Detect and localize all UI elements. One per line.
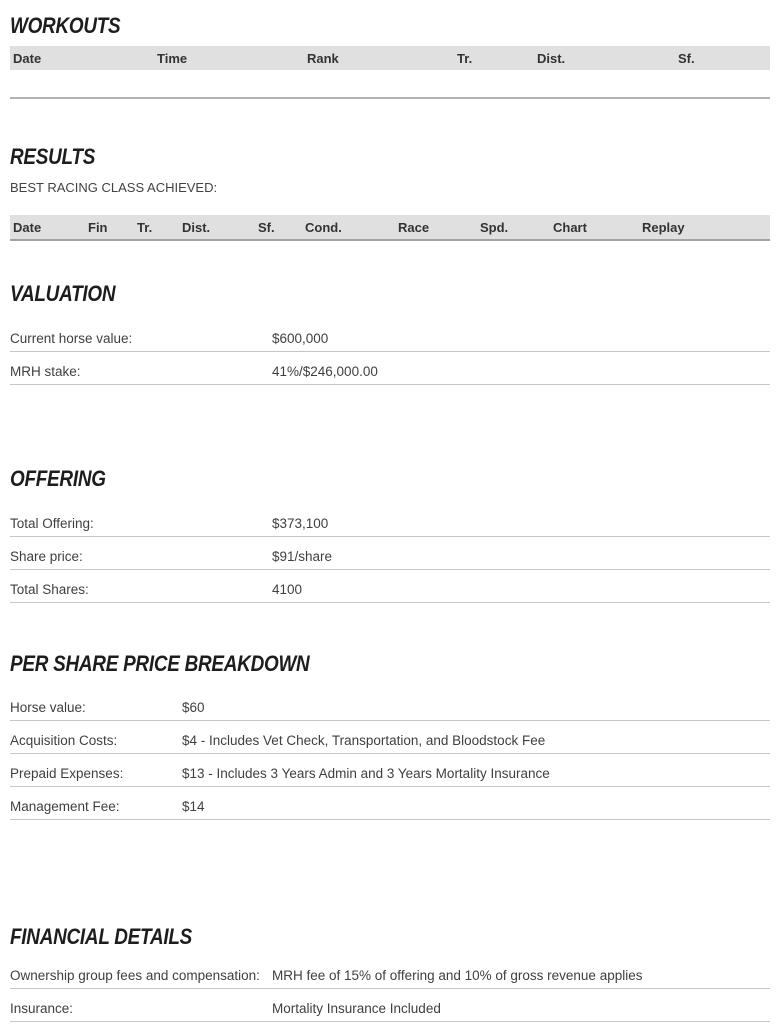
- workouts-table-header: Date Time Rank Tr. Dist. Sf.: [10, 46, 770, 70]
- per-share-breakdown-table: Horse value: $60 Acquisition Costs: $4 -…: [10, 688, 770, 820]
- valuation-section-title: VALUATION: [10, 281, 770, 306]
- results-column-fin: Fin: [88, 219, 108, 235]
- valuation-table: Current horse value: $600,000 MRH stake:…: [10, 319, 770, 385]
- offering-section-title-text: OFFERING: [10, 466, 106, 491]
- workouts-section: WORKOUTS Date Time Rank Tr. Dist. Sf.: [10, 13, 770, 99]
- results-section-title-text: RESULTS: [10, 144, 96, 169]
- row-label: Share price:: [10, 549, 83, 564]
- table-row: Current horse value: $600,000: [10, 319, 770, 352]
- row-value: MRH fee of 15% of offering and 10% of gr…: [272, 968, 643, 983]
- row-label: Total Offering:: [10, 516, 94, 531]
- per-share-breakdown-section-title: PER SHARE PRICE BREAKDOWN: [10, 651, 770, 676]
- table-row: MRH stake: 41%/$246,000.00: [10, 352, 770, 385]
- table-row: Total Offering: $373,100: [10, 504, 770, 537]
- results-column-race: Race: [398, 219, 430, 235]
- row-label: Total Shares:: [10, 582, 89, 597]
- row-value: Mortality Insurance Included: [272, 1001, 441, 1016]
- row-value: $4 - Includes Vet Check, Transportation,…: [182, 733, 546, 748]
- table-row: Share price: $91/share: [10, 537, 770, 570]
- results-column-tr: Tr.: [137, 219, 153, 235]
- results-column-dist: Dist.: [182, 219, 211, 235]
- row-value: $373,100: [272, 516, 329, 531]
- results-column-spd: Spd.: [480, 219, 509, 235]
- table-row: Total Shares: 4100: [10, 570, 770, 603]
- per-share-breakdown-section-title-text: PER SHARE PRICE BREAKDOWN: [10, 651, 310, 676]
- row-value: 4100: [272, 582, 303, 597]
- table-row: Acquisition Costs: $4 - Includes Vet Che…: [10, 721, 770, 754]
- row-label: Horse value:: [10, 700, 86, 715]
- row-value: $600,000: [272, 331, 329, 346]
- table-row: Insurance: Mortality Insurance Included: [10, 989, 770, 1022]
- results-table-header: Date Fin Tr. Dist. Sf. Cond. Race Spd. C…: [10, 215, 770, 241]
- offering-section: OFFERING Total Offering: $373,100 Share …: [10, 466, 770, 603]
- row-value: $91/share: [272, 549, 333, 564]
- financial-details-section-title: FINANCIAL DETAILS: [10, 924, 770, 949]
- row-label: Prepaid Expenses:: [10, 766, 124, 781]
- per-share-breakdown-section: PER SHARE PRICE BREAKDOWN Horse value: $…: [10, 651, 770, 820]
- table-row: Prepaid Expenses: $13 - Includes 3 Years…: [10, 754, 770, 787]
- workouts-column-time: Time: [157, 50, 188, 66]
- row-label: Acquisition Costs:: [10, 733, 118, 748]
- results-column-cond: Cond.: [305, 219, 342, 235]
- row-value: $60: [182, 700, 205, 715]
- results-column-replay: Replay: [642, 219, 685, 235]
- results-column-sf: Sf.: [258, 219, 275, 235]
- financial-details-table: Ownership group fees and compensation: M…: [10, 956, 770, 1022]
- workouts-column-sf: Sf.: [678, 50, 695, 66]
- offering-section-title: OFFERING: [10, 466, 770, 491]
- results-column-date: Date: [13, 219, 42, 235]
- financial-details-section-title-text: FINANCIAL DETAILS: [10, 924, 193, 949]
- workouts-column-dist: Dist.: [537, 50, 566, 66]
- table-row: Management Fee: $14: [10, 787, 770, 820]
- row-label: Current horse value:: [10, 331, 133, 346]
- best-racing-class-label: BEST RACING CLASS ACHIEVED:: [10, 180, 218, 195]
- workouts-column-rank: Rank: [307, 50, 339, 66]
- results-section-title: RESULTS: [10, 144, 770, 169]
- results-section: RESULTS BEST RACING CLASS ACHIEVED: Date…: [10, 144, 770, 241]
- valuation-section: VALUATION Current horse value: $600,000 …: [10, 281, 770, 385]
- valuation-section-title-text: VALUATION: [10, 281, 116, 306]
- row-label: Insurance:: [10, 1001, 74, 1016]
- table-row: Ownership group fees and compensation: M…: [10, 956, 770, 989]
- financial-details-section: FINANCIAL DETAILS Ownership group fees a…: [10, 924, 770, 1022]
- row-value: 41%/$246,000.00: [272, 364, 378, 379]
- row-value: $13 - Includes 3 Years Admin and 3 Years…: [182, 766, 550, 781]
- row-label: MRH stake:: [10, 364, 81, 379]
- results-column-chart: Chart: [553, 219, 587, 235]
- offering-table: Total Offering: $373,100 Share price: $9…: [10, 504, 770, 603]
- workouts-section-title: WORKOUTS: [10, 13, 770, 38]
- workouts-empty-row: [10, 70, 770, 99]
- workouts-column-date: Date: [13, 50, 42, 66]
- row-value: $14: [182, 799, 205, 814]
- workouts-column-tr: Tr.: [457, 50, 473, 66]
- row-label: Management Fee:: [10, 799, 120, 814]
- row-label: Ownership group fees and compensation:: [10, 968, 260, 983]
- table-row: Horse value: $60: [10, 688, 770, 721]
- workouts-section-title-text: WORKOUTS: [10, 13, 121, 38]
